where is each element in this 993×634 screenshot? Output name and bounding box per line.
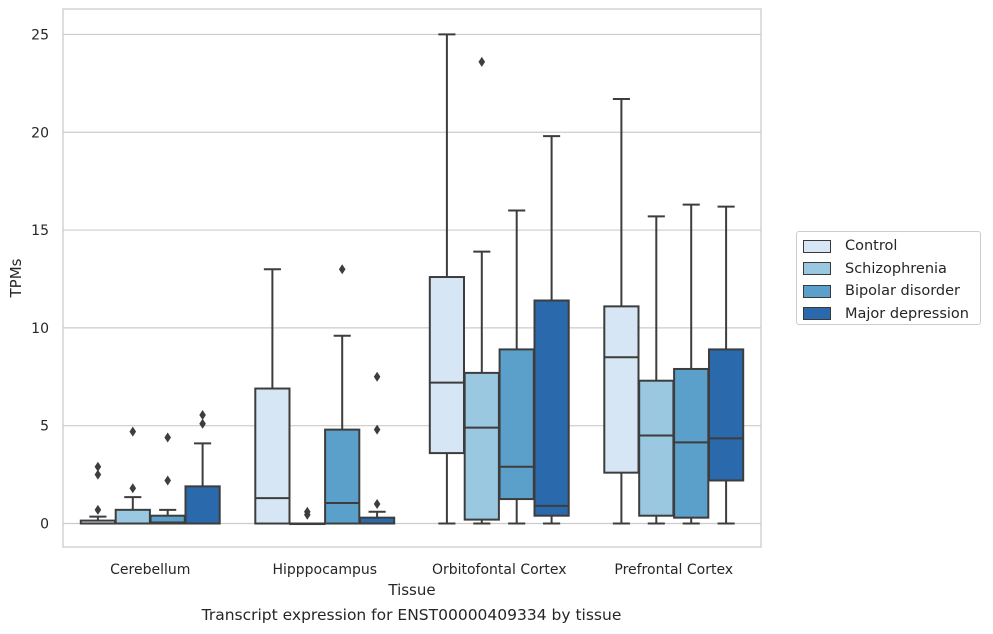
box-body — [324, 428, 361, 525]
x-tick-label: Prefrontal Cortex — [614, 562, 733, 578]
outlier-point — [373, 371, 381, 382]
outlier-point — [129, 483, 137, 494]
box — [184, 409, 221, 525]
outlier-point — [373, 498, 381, 509]
x-tick-label: Cerebellum — [110, 562, 190, 578]
box — [673, 203, 710, 525]
box — [533, 135, 570, 525]
outlier-point — [373, 424, 381, 435]
y-tick-label: 25 — [31, 27, 49, 43]
y-tick-label: 10 — [31, 321, 49, 337]
y-tick-label: 0 — [40, 517, 49, 533]
outlier-point — [94, 469, 102, 480]
legend-item: Major depression — [803, 303, 980, 326]
legend-item: Bipolar disorder — [803, 280, 980, 303]
x-tick-label: Orbitofontal Cortex — [432, 562, 567, 578]
box — [498, 209, 535, 525]
box — [463, 56, 500, 525]
outlier-point — [338, 264, 346, 275]
outlier-point — [94, 461, 102, 472]
box-body — [254, 387, 291, 525]
box — [324, 264, 361, 525]
x-tick-label: Hipppocampus — [272, 562, 377, 578]
outlier-point — [199, 418, 206, 429]
outlier-point — [94, 504, 102, 515]
outlier-point — [199, 409, 206, 420]
x-axis-label: Tissue — [387, 581, 435, 599]
legend-item: Schizophrenia — [803, 258, 980, 281]
legend-label: Schizophrenia — [845, 260, 947, 277]
box — [149, 432, 186, 525]
box — [707, 205, 745, 525]
box-body — [707, 348, 745, 482]
chart-caption: Transcript expression for ENST0000040933… — [201, 606, 622, 624]
box — [79, 461, 117, 525]
x-axis-ticks: Cerebellum Hipppocampus Orbitofontal Corte… — [110, 562, 733, 578]
box-body — [638, 379, 675, 517]
box — [114, 426, 151, 525]
outlier-point — [164, 432, 171, 443]
box-body — [184, 485, 221, 525]
outlier-point — [478, 56, 486, 67]
box-body — [603, 305, 640, 474]
gridlines — [63, 33, 761, 525]
box — [254, 268, 291, 525]
y-tick-label: 5 — [40, 419, 49, 435]
box-body — [533, 299, 570, 517]
box — [603, 97, 640, 525]
legend-swatch — [803, 307, 831, 321]
legend: Control Schizophrenia Bipolar disorder Majo… — [796, 231, 981, 325]
box — [358, 371, 396, 525]
box-body — [428, 276, 466, 455]
legend-label: Bipolar disorder — [845, 283, 960, 300]
box — [638, 215, 675, 525]
box-body — [463, 371, 500, 521]
plot-frame — [62, 8, 762, 548]
outlier-point — [129, 426, 137, 437]
boxes — [79, 33, 745, 526]
legend-item: Control — [803, 235, 980, 258]
legend-swatch — [803, 239, 831, 253]
legend-label: Major depression — [845, 305, 969, 322]
legend-swatch — [803, 284, 831, 298]
outlier-point — [164, 475, 171, 486]
box-body — [114, 508, 151, 525]
box-body — [498, 348, 535, 501]
box — [428, 33, 466, 525]
legend-label: Control — [845, 238, 898, 255]
y-axis-ticks: 0 5 10 15 20 25 — [31, 27, 49, 532]
outlier-point — [304, 506, 311, 517]
y-tick-label: 15 — [31, 223, 49, 239]
legend-swatch — [803, 262, 831, 276]
y-tick-label: 20 — [31, 125, 49, 141]
y-axis-label: TPMs — [7, 258, 25, 298]
box — [289, 506, 326, 526]
